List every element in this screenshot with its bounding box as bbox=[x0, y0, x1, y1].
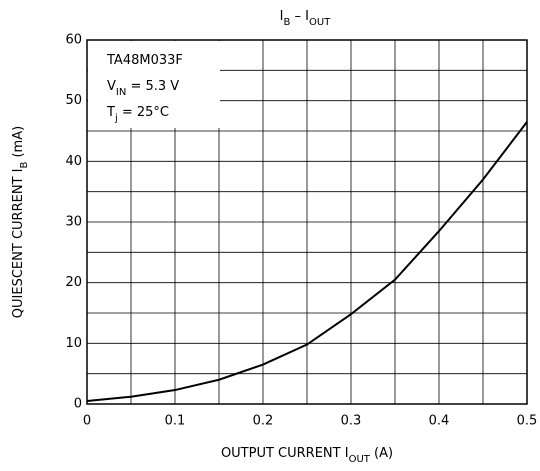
plot-frame bbox=[86, 39, 528, 405]
text-run: I bbox=[280, 9, 284, 24]
text-run: TA48M033F bbox=[106, 53, 183, 68]
text-run: B bbox=[284, 17, 291, 28]
text-run: j bbox=[114, 113, 118, 124]
text-run: – bbox=[290, 9, 305, 24]
annotation: VIN = 5.3 V bbox=[107, 79, 179, 98]
x-tick-label: 0.4 bbox=[429, 414, 450, 429]
text-run: OUT bbox=[309, 17, 331, 28]
x-tick-label: 0.5 bbox=[517, 414, 538, 429]
x-axis-label: OUTPUT CURRENT IOUT (A) bbox=[221, 446, 393, 465]
x-tick-label: 0 bbox=[83, 414, 91, 429]
text-run: OUT bbox=[349, 454, 371, 465]
y-tick-label: 0 bbox=[74, 397, 82, 412]
text-run: = 25°C bbox=[118, 105, 169, 120]
chart-title: IB – IOUT bbox=[280, 9, 332, 28]
y-tick-label: 50 bbox=[65, 93, 82, 108]
y-tick-label: 30 bbox=[65, 215, 82, 230]
text-run: V bbox=[107, 79, 116, 94]
text-run: OUTPUT CURRENT bbox=[221, 446, 345, 461]
text-run: QUIESCENT CURRENT bbox=[11, 172, 26, 318]
text-run: = 5.3 V bbox=[126, 79, 179, 94]
x-tick-label: 0.2 bbox=[253, 414, 274, 429]
y-tick-label: 20 bbox=[65, 275, 82, 290]
text-run: (mA) bbox=[11, 126, 26, 162]
text-run: (A) bbox=[370, 446, 393, 461]
annotation: Tj = 25°C bbox=[106, 105, 169, 124]
text-run: IN bbox=[116, 87, 126, 98]
text-run: B bbox=[19, 162, 30, 169]
text-run: I bbox=[345, 446, 349, 461]
x-tick-label: 0.1 bbox=[165, 414, 186, 429]
text-run: I bbox=[305, 9, 309, 24]
y-tick-label: 10 bbox=[65, 336, 82, 351]
annotation: TA48M033F bbox=[106, 53, 183, 68]
y-axis-label: QUIESCENT CURRENT IB (mA) bbox=[11, 126, 30, 318]
annotation-box bbox=[88, 41, 220, 128]
text-run: T bbox=[106, 105, 115, 120]
y-tick-label: 60 bbox=[65, 33, 82, 48]
x-tick-label: 0.3 bbox=[341, 414, 362, 429]
text-run: I bbox=[11, 169, 26, 173]
y-tick-label: 40 bbox=[65, 154, 82, 169]
curve bbox=[86, 121, 528, 402]
